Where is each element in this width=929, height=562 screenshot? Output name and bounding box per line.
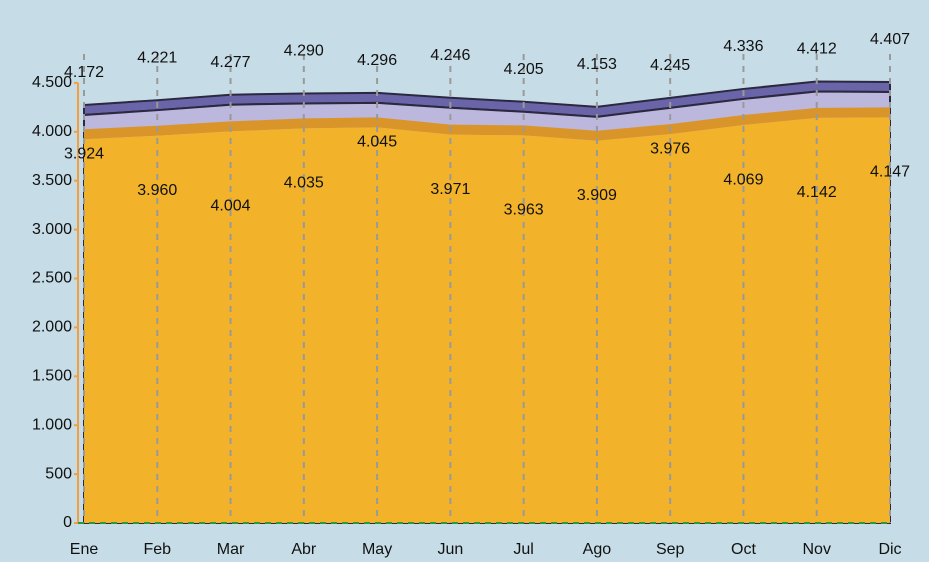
x-tick-label: May — [362, 541, 392, 558]
x-tick-label: Sep — [656, 541, 685, 558]
data-label: 4.004 — [211, 198, 251, 215]
data-label: 4.412 — [797, 41, 837, 58]
x-tick-label: Feb — [143, 541, 171, 558]
x-tick-label: Dic — [878, 541, 901, 558]
y-tick-label: 3.000 — [32, 221, 72, 238]
x-tick-label: Ene — [70, 541, 99, 558]
y-tick-label: 500 — [45, 465, 72, 482]
data-label: 4.290 — [284, 43, 324, 60]
data-label: 3.960 — [137, 182, 177, 199]
x-tick-label: Oct — [731, 541, 756, 558]
data-label: 4.296 — [357, 52, 397, 69]
area-top-face — [84, 107, 890, 141]
data-label: 4.035 — [284, 175, 324, 192]
data-label: 4.246 — [430, 47, 470, 64]
y-tick-label: 3.500 — [32, 172, 72, 189]
data-label: 3.909 — [577, 187, 617, 204]
data-label: 4.153 — [577, 56, 617, 73]
x-tick-label: Jun — [437, 541, 463, 558]
y-tick-label: 2.000 — [32, 319, 72, 336]
y-tick-label: 4.500 — [32, 74, 72, 91]
data-label: 4.277 — [211, 54, 251, 71]
data-label: 4.407 — [870, 31, 910, 48]
data-label: 4.045 — [357, 134, 397, 151]
x-tick-label: Abr — [291, 541, 317, 558]
data-label: 4.172 — [64, 64, 104, 81]
x-tick-label: Jul — [513, 541, 533, 558]
y-tick-label: 2.500 — [32, 270, 72, 287]
data-label: 4.205 — [504, 61, 544, 78]
data-label: 3.924 — [64, 145, 104, 162]
y-tick-label: 1.000 — [32, 416, 72, 433]
data-label: 4.142 — [797, 184, 837, 201]
data-label: 3.971 — [430, 181, 470, 198]
x-tick-label: Mar — [217, 541, 245, 558]
data-label: 4.069 — [723, 171, 763, 188]
x-tick-label: Nov — [803, 541, 831, 558]
x-tick-label: Ago — [583, 541, 612, 558]
y-tick-label: 0 — [63, 514, 72, 531]
data-label: 4.221 — [137, 49, 177, 66]
area — [84, 117, 890, 523]
y-tick-label: 1.500 — [32, 368, 72, 385]
data-label: 4.147 — [870, 164, 910, 181]
data-label: 4.336 — [723, 38, 763, 55]
data-label: 3.976 — [650, 140, 690, 157]
data-label: 4.245 — [650, 57, 690, 74]
data-label: 3.963 — [504, 202, 544, 219]
y-tick-label: 4.000 — [32, 123, 72, 140]
